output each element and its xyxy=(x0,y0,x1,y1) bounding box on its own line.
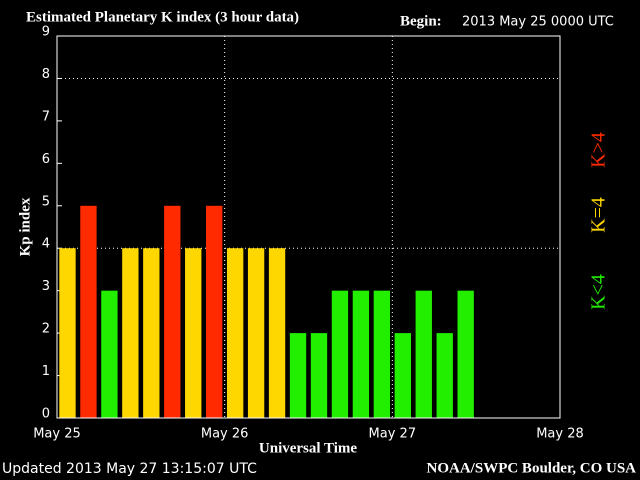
bar xyxy=(80,205,97,418)
bar xyxy=(436,333,453,418)
bar xyxy=(206,205,223,418)
y-tick-label: 1 xyxy=(42,364,50,379)
x-tick-label: May 28 xyxy=(536,427,584,442)
bar xyxy=(59,248,76,418)
y-tick-label: 3 xyxy=(42,279,50,294)
bar xyxy=(289,333,307,418)
legend-label: K<4 xyxy=(588,274,610,310)
bar xyxy=(373,290,391,418)
y-tick-label: 5 xyxy=(42,194,50,209)
bar xyxy=(394,333,411,418)
updated: Updated 2013 May 27 13:15:07 UTC xyxy=(2,461,257,477)
y-tick-label: 2 xyxy=(42,322,50,337)
bar xyxy=(101,290,118,418)
x-axis-label: Universal Time xyxy=(259,440,358,456)
bar xyxy=(164,205,181,418)
chart-title: Estimated Planetary K index (3 hour data… xyxy=(26,9,299,25)
begin-date: 2013 May 25 0000 UTC xyxy=(462,15,614,30)
y-axis-label: Kp index xyxy=(17,197,33,256)
source: NOAA/SWPC Boulder, CO USA xyxy=(427,460,637,476)
y-tick-label: 8 xyxy=(42,67,50,82)
legend-label: K>4 xyxy=(588,132,610,168)
bar xyxy=(352,290,370,418)
bar xyxy=(185,248,202,418)
plot-frame xyxy=(56,35,561,419)
begin-label: Begin: xyxy=(400,13,442,29)
x-tick-label: May 27 xyxy=(369,427,417,442)
bar xyxy=(331,290,349,418)
y-tick-label: 7 xyxy=(42,109,50,124)
y-tick-label: 6 xyxy=(42,152,50,167)
bar xyxy=(122,248,139,418)
x-tick-label: May 26 xyxy=(201,427,249,442)
bar xyxy=(415,290,432,418)
legend-label: K=4 xyxy=(588,197,610,233)
y-tick-label: 4 xyxy=(42,237,50,252)
bar xyxy=(143,248,160,418)
y-tick-label: 0 xyxy=(42,407,50,422)
y-tick-label: 9 xyxy=(42,25,50,40)
x-tick-label: May 25 xyxy=(33,427,81,442)
bar xyxy=(457,290,474,418)
bar xyxy=(310,333,328,418)
bar xyxy=(247,248,265,418)
bar xyxy=(226,248,244,418)
bar xyxy=(268,248,286,418)
